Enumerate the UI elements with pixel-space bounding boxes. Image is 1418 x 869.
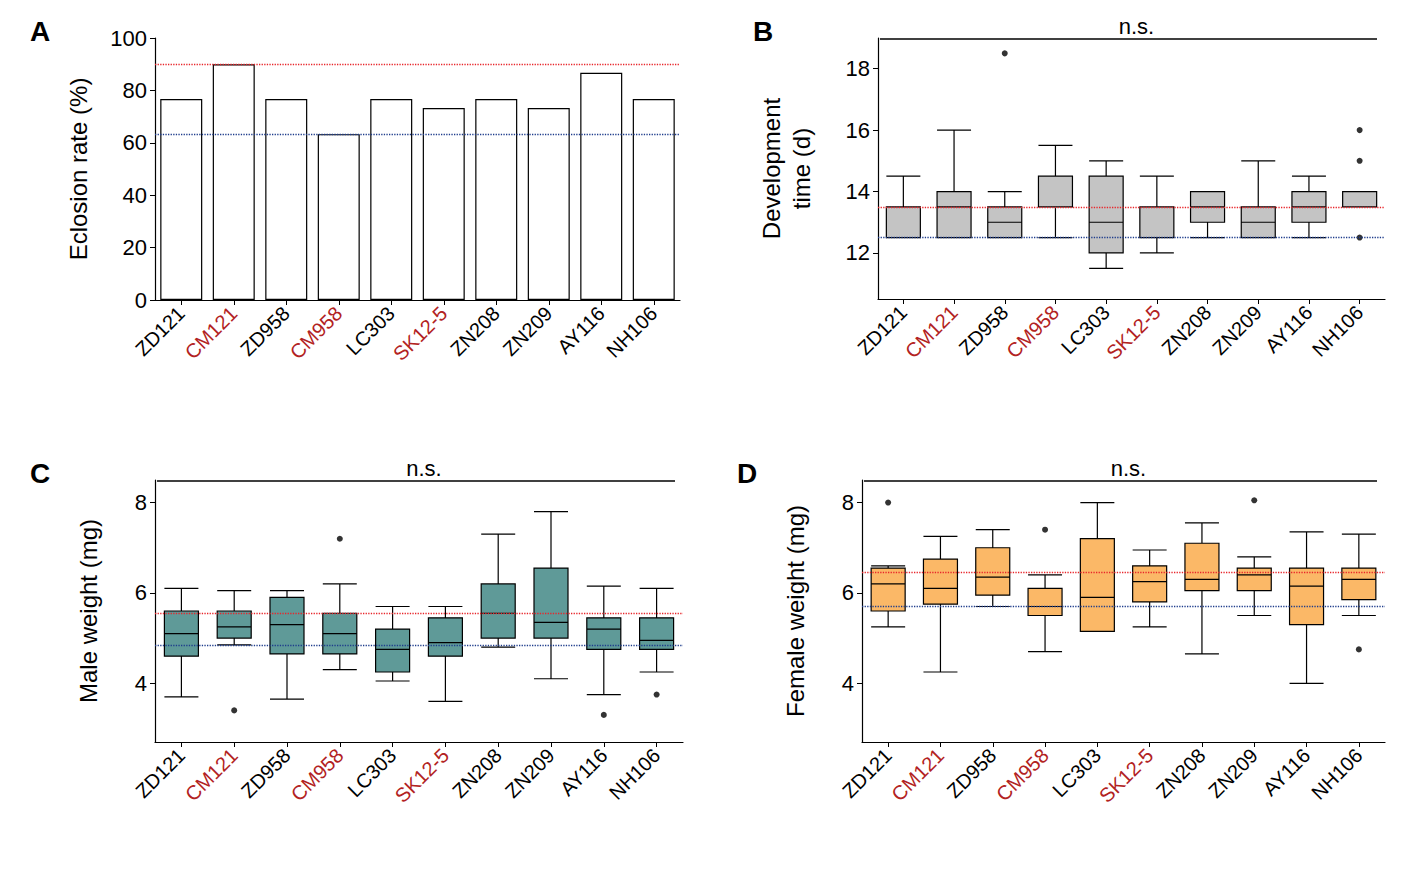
svg-text:Development: Development [758, 97, 785, 239]
svg-text:6: 6 [842, 580, 854, 605]
svg-text:ZN208: ZN208 [1152, 744, 1210, 802]
svg-text:time (d): time (d) [788, 128, 815, 209]
svg-text:4: 4 [135, 671, 147, 696]
svg-text:NH106: NH106 [602, 302, 662, 362]
svg-text:ZN208: ZN208 [1157, 301, 1215, 359]
svg-text:CM121: CM121 [180, 302, 241, 363]
svg-text:SK12-5: SK12-5 [389, 302, 452, 365]
svg-text:NH106: NH106 [605, 744, 665, 804]
svg-text:6: 6 [135, 580, 147, 605]
svg-text:n.s.: n.s. [1119, 14, 1154, 39]
svg-text:n.s.: n.s. [406, 456, 441, 481]
svg-text:CM121: CM121 [887, 744, 948, 805]
svg-text:ZD958: ZD958 [943, 744, 1001, 802]
svg-text:A: A [30, 16, 50, 47]
svg-text:AY116: AY116 [556, 744, 612, 800]
svg-text:ZD121: ZD121 [131, 302, 189, 360]
svg-text:20: 20 [123, 235, 147, 260]
svg-text:ZD121: ZD121 [838, 744, 896, 802]
svg-text:SK12-5: SK12-5 [390, 744, 453, 807]
svg-text:NH106: NH106 [1307, 744, 1367, 804]
svg-text:LC303: LC303 [1047, 744, 1106, 802]
svg-text:LC303: LC303 [1056, 301, 1114, 359]
svg-text:AY116: AY116 [1258, 744, 1314, 800]
svg-text:CM958: CM958 [1002, 301, 1063, 362]
svg-text:ZN208: ZN208 [448, 744, 506, 802]
svg-text:ZD958: ZD958 [955, 301, 1013, 359]
svg-text:ZD121: ZD121 [131, 744, 189, 802]
svg-text:CM958: CM958 [286, 744, 347, 805]
svg-text:16: 16 [846, 118, 870, 143]
svg-text:LC303: LC303 [343, 744, 401, 802]
svg-text:ZD121: ZD121 [853, 301, 911, 359]
svg-text:SK12-5: SK12-5 [1095, 744, 1158, 807]
svg-text:Male weight (mg): Male weight (mg) [75, 519, 102, 703]
svg-text:8: 8 [842, 490, 854, 515]
svg-text:CM958: CM958 [992, 744, 1053, 805]
svg-text:CM958: CM958 [285, 302, 346, 363]
svg-text:C: C [30, 458, 50, 489]
svg-text:LC303: LC303 [341, 302, 399, 360]
svg-text:14: 14 [846, 179, 870, 204]
svg-text:18: 18 [846, 56, 870, 81]
svg-text:SK12-5: SK12-5 [1102, 301, 1165, 364]
svg-text:0: 0 [135, 288, 147, 313]
svg-text:40: 40 [123, 183, 147, 208]
svg-text:Female weight (mg): Female weight (mg) [782, 505, 809, 717]
svg-text:ZD958: ZD958 [236, 302, 294, 360]
svg-text:CM121: CM121 [181, 744, 242, 805]
svg-text:AY116: AY116 [553, 302, 609, 358]
svg-text:ZN209: ZN209 [499, 302, 557, 360]
svg-text:ZN209: ZN209 [1208, 301, 1266, 359]
svg-text:ZD958: ZD958 [237, 744, 295, 802]
svg-text:8: 8 [135, 490, 147, 515]
svg-text:AY116: AY116 [1261, 301, 1317, 357]
svg-text:60: 60 [123, 130, 147, 155]
svg-text:ZN208: ZN208 [446, 302, 504, 360]
svg-text:n.s.: n.s. [1111, 456, 1146, 481]
svg-text:ZN209: ZN209 [501, 744, 559, 802]
svg-text:B: B [753, 16, 773, 47]
svg-text:100: 100 [110, 26, 147, 51]
svg-text:D: D [737, 458, 757, 489]
svg-text:Eclosion rate (%): Eclosion rate (%) [65, 78, 92, 261]
svg-text:12: 12 [846, 240, 870, 265]
svg-text:CM121: CM121 [901, 301, 962, 362]
svg-text:NH106: NH106 [1308, 301, 1368, 361]
svg-text:4: 4 [842, 671, 854, 696]
svg-text:80: 80 [123, 78, 147, 103]
svg-text:ZN209: ZN209 [1204, 744, 1262, 802]
